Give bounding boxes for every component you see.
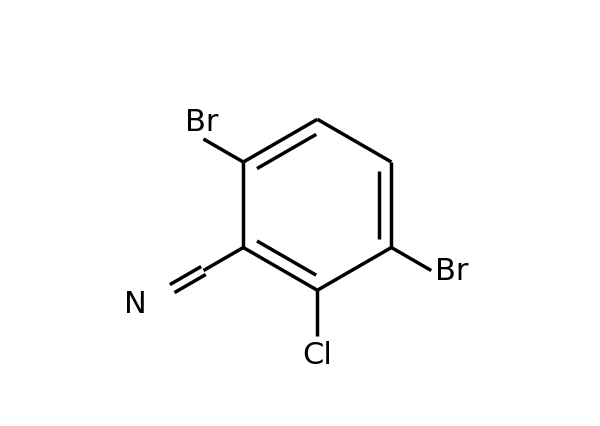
Text: Br: Br [185,108,218,137]
Text: Cl: Cl [302,340,332,369]
Text: N: N [124,289,146,318]
Text: Br: Br [434,256,468,285]
